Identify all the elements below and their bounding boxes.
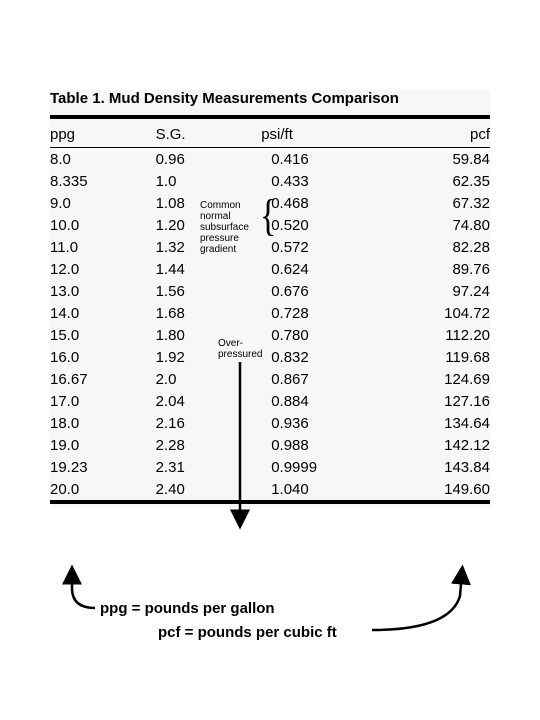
table-cell: 8.0 — [50, 148, 156, 171]
table-cell: 1.56 — [156, 280, 262, 302]
table-cell: 12.0 — [50, 258, 156, 280]
table-cell: 16.0 — [50, 346, 156, 368]
table-cell: 19.0 — [50, 434, 156, 456]
table-cell: 2.16 — [156, 412, 262, 434]
table-row: 15.01.800.780112.20 — [50, 324, 490, 346]
table-cell: 15.0 — [50, 324, 156, 346]
table-cell: 0.936 — [261, 412, 393, 434]
table-cell: 13.0 — [50, 280, 156, 302]
table-cell: 104.72 — [393, 302, 490, 324]
ppg-arrow-icon — [72, 572, 95, 608]
table-cell: 0.884 — [261, 390, 393, 412]
table-cell: 20.0 — [50, 478, 156, 500]
table-cell: 74.80 — [393, 214, 490, 236]
table-cell: 0.832 — [261, 346, 393, 368]
table-cell: 0.520 — [261, 214, 393, 236]
table-cell: 8.335 — [50, 170, 156, 192]
table-cell: 14.0 — [50, 302, 156, 324]
table-cell: 124.69 — [393, 368, 490, 390]
col-header-pcf: pcf — [393, 122, 490, 148]
table-row: 8.00.960.41659.84 — [50, 148, 490, 171]
table-row: 12.01.440.62489.76 — [50, 258, 490, 280]
table-row: 14.01.680.728104.72 — [50, 302, 490, 324]
table-cell: 2.0 — [156, 368, 262, 390]
table-cell: 97.24 — [393, 280, 490, 302]
table-cell: 2.31 — [156, 456, 262, 478]
table-cell: 16.67 — [50, 368, 156, 390]
table-cell: 10.0 — [50, 214, 156, 236]
table-cell: 0.624 — [261, 258, 393, 280]
table-cell: 9.0 — [50, 192, 156, 214]
table-cell: 89.76 — [393, 258, 490, 280]
table-cell: 0.9999 — [261, 456, 393, 478]
table-cell: 1.44 — [156, 258, 262, 280]
legend-pcf: pcf = pounds per cubic ft — [158, 624, 337, 641]
table-cell: 62.35 — [393, 170, 490, 192]
bottom-rule — [50, 500, 490, 504]
overpressured-annotation: Over-pressured — [218, 338, 262, 360]
table-cell: 0.988 — [261, 434, 393, 456]
legend-ppg: ppg = pounds per gallon — [100, 600, 275, 617]
table-cell: 17.0 — [50, 390, 156, 412]
table-cell: 127.16 — [393, 390, 490, 412]
table-cell: 119.68 — [393, 346, 490, 368]
table-cell: 134.64 — [393, 412, 490, 434]
table-cell: 0.433 — [261, 170, 393, 192]
table-row: 16.672.00.867124.69 — [50, 368, 490, 390]
top-rule — [50, 115, 490, 119]
table-cell: 0.728 — [261, 302, 393, 324]
table-row: 19.232.310.9999143.84 — [50, 456, 490, 478]
brace-icon: { — [260, 192, 276, 241]
table-cell: 19.23 — [50, 456, 156, 478]
table-cell: 112.20 — [393, 324, 490, 346]
table-cell: 142.12 — [393, 434, 490, 456]
table-cell: 67.32 — [393, 192, 490, 214]
table-cell: 0.468 — [261, 192, 393, 214]
table-row: 8.3351.00.43362.35 — [50, 170, 490, 192]
table-cell: 1.040 — [261, 478, 393, 500]
table-row: 19.02.280.988142.12 — [50, 434, 490, 456]
col-header-ppg: ppg — [50, 122, 156, 148]
table-cell: 1.0 — [156, 170, 262, 192]
table-cell: 0.572 — [261, 236, 393, 258]
table-cell: 82.28 — [393, 236, 490, 258]
normal-pressure-annotation: Commonnormalsubsurfacepressuregradient — [200, 200, 249, 255]
table-cell: 59.84 — [393, 148, 490, 171]
table-cell: 0.780 — [261, 324, 393, 346]
table-cell: 11.0 — [50, 236, 156, 258]
table-cell: 0.676 — [261, 280, 393, 302]
table-row: 16.01.920.832119.68 — [50, 346, 490, 368]
pcf-arrow-icon — [372, 572, 462, 630]
col-header-sg: S.G. — [156, 122, 262, 148]
table-title: Table 1. Mud Density Measurements Compar… — [50, 90, 490, 115]
table-row: 13.01.560.67697.24 — [50, 280, 490, 302]
table-cell: 0.867 — [261, 368, 393, 390]
table-cell: 0.416 — [261, 148, 393, 171]
table-cell: 143.84 — [393, 456, 490, 478]
table-row: 20.02.401.040149.60 — [50, 478, 490, 500]
table-cell: 1.68 — [156, 302, 262, 324]
table-cell: 2.40 — [156, 478, 262, 500]
mud-density-table: Table 1. Mud Density Measurements Compar… — [50, 90, 490, 507]
table-row: 17.02.040.884127.16 — [50, 390, 490, 412]
table-cell: 2.04 — [156, 390, 262, 412]
table-cell: 0.96 — [156, 148, 262, 171]
col-header-psift: psi/ft — [261, 122, 393, 148]
data-table: ppg S.G. psi/ft pcf 8.00.960.41659.848.3… — [50, 122, 490, 500]
table-cell: 2.28 — [156, 434, 262, 456]
table-cell: 149.60 — [393, 478, 490, 500]
table-row: 18.02.160.936134.64 — [50, 412, 490, 434]
table-cell: 18.0 — [50, 412, 156, 434]
